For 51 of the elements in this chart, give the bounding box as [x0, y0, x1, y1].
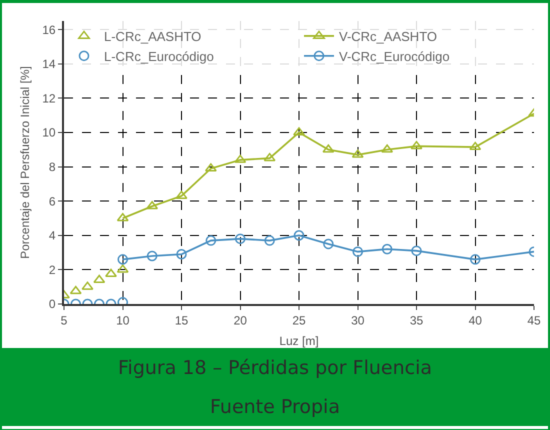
x-tick-label: 15 [174, 313, 188, 328]
y-tick-label: 6 [48, 194, 56, 208]
point [70, 286, 82, 294]
point [146, 200, 158, 210]
x-tick-label: 30 [351, 313, 365, 328]
text: Figura 18 – Pérdidas por Fluencia [118, 356, 432, 378]
point [176, 190, 188, 199]
point [382, 244, 392, 254]
point [293, 127, 305, 136]
point [118, 254, 128, 265]
point [410, 140, 422, 150]
source-note: Fuente Propia [210, 396, 340, 418]
point [146, 250, 158, 262]
point [381, 144, 394, 153]
point [470, 254, 480, 265]
x-tick-label: 25 [292, 313, 306, 328]
x-tick-label: 45 [527, 313, 541, 328]
legend-label: V-CRc_Eurocódigo [339, 48, 450, 64]
y-tick-label: 16 [42, 22, 56, 37]
y-tick-label: 4 [48, 228, 56, 243]
point [264, 152, 276, 162]
y-tick-label: 2 [48, 262, 56, 277]
point [105, 268, 117, 277]
point [411, 246, 422, 256]
legend-label: L-CRc_Eurocódigo [104, 48, 214, 64]
legend-label: V-CRc_AASHTO [339, 29, 438, 44]
point [116, 212, 129, 222]
point [294, 230, 304, 241]
y-axis-title: Porcentaje del Persfuerzo Inicial [%] [18, 66, 32, 259]
x-tick-label: 20 [234, 313, 248, 328]
y-tick-label: 0 [48, 297, 56, 312]
x-tick-label: 10 [116, 313, 130, 328]
point [82, 282, 94, 290]
point [176, 249, 187, 260]
y-tick-label: 10 [42, 126, 56, 140]
point [116, 264, 129, 273]
point [235, 234, 246, 244]
point [206, 235, 216, 246]
x-tick-label: 40 [468, 313, 482, 328]
point [469, 142, 482, 150]
point [322, 144, 334, 153]
x-tick-label: 35 [410, 313, 424, 328]
point [352, 246, 363, 257]
x-axis-title: Luz [m] [279, 334, 319, 348]
y-tick-label: 12 [42, 91, 56, 106]
y-tick-label: 14 [42, 57, 56, 72]
y-tick-label: 8 [48, 160, 56, 174]
point [323, 238, 334, 250]
point [264, 235, 275, 246]
x-tick-label: 5 [60, 313, 68, 328]
legend-label: L-CRc_AASHTO [104, 29, 202, 44]
